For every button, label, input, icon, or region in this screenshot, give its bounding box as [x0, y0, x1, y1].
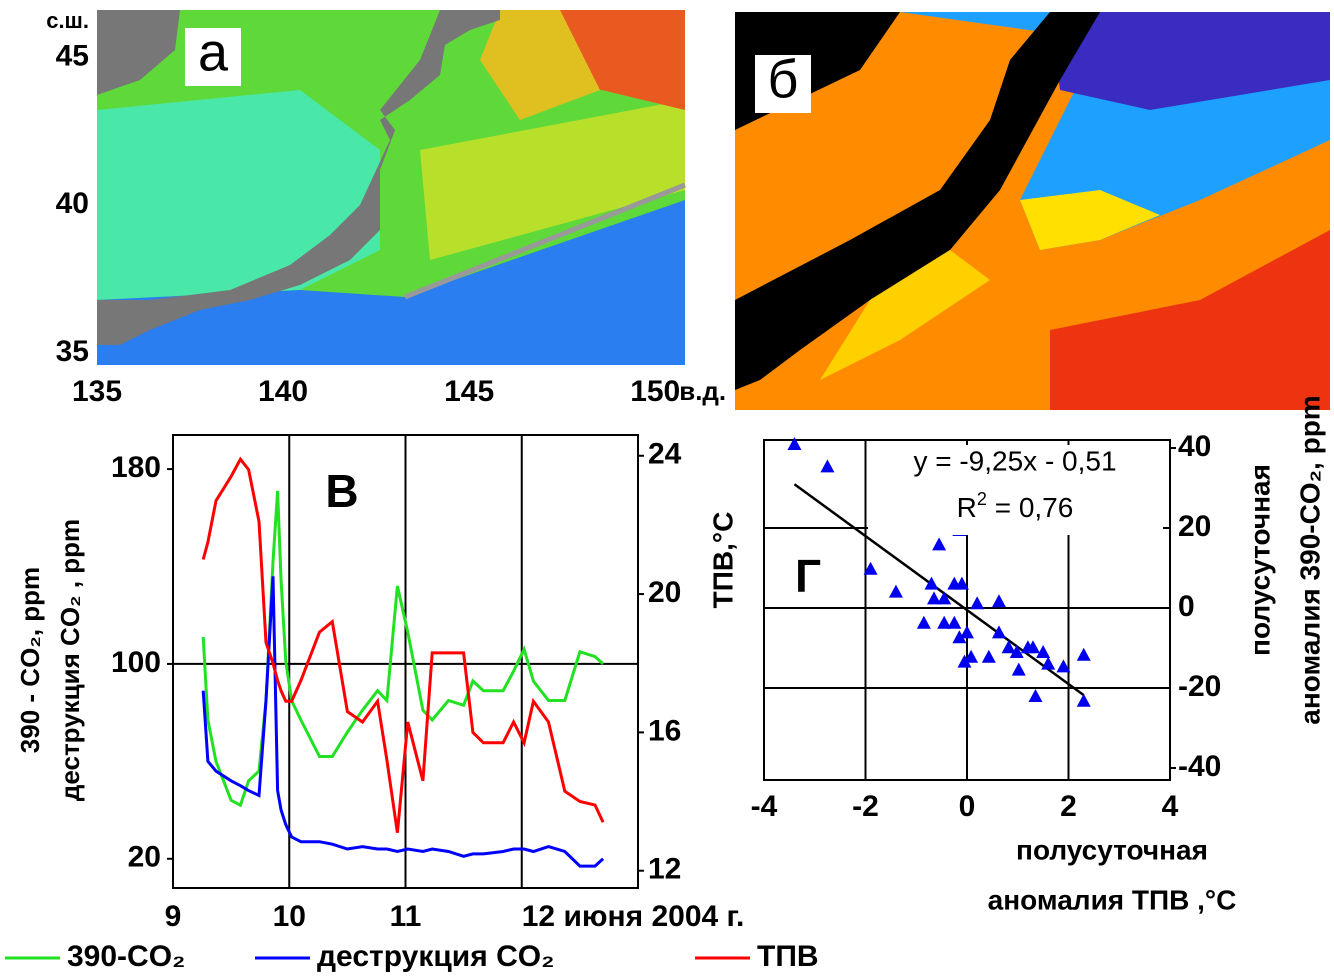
y-tick-label: 20	[1178, 510, 1211, 543]
y2-tick-label: 20	[648, 576, 681, 609]
y-tick-label: 20	[128, 841, 161, 874]
point	[1036, 645, 1051, 658]
axis-title: полусуточная	[1244, 464, 1275, 656]
point	[981, 649, 996, 663]
axis-title: ТПВ,°C	[707, 512, 738, 609]
x-tick-label: 140	[258, 375, 308, 408]
axis-title: аномалия ТПВ ,°C	[988, 884, 1237, 915]
x-tick-label: 0	[959, 790, 976, 823]
r-squared: R2 = 0,76	[957, 489, 1074, 524]
y2-tick-label: 12	[648, 853, 681, 886]
y-tick-label: 0	[1178, 590, 1195, 623]
x-tick-label: 11	[390, 900, 422, 933]
point	[991, 594, 1006, 608]
point	[954, 576, 969, 590]
y-tick-label: 35	[56, 335, 89, 368]
x-tick-label: 135	[72, 375, 122, 408]
point	[937, 591, 952, 605]
legend-label: деструкция CO₂	[317, 940, 554, 973]
point	[888, 584, 903, 598]
panel-label: В	[325, 465, 358, 517]
y-tick-label: 45	[56, 39, 89, 72]
point	[1009, 645, 1024, 658]
y-tick-label: -20	[1178, 670, 1221, 703]
point	[947, 615, 962, 629]
series-line	[201, 490, 605, 808]
point	[924, 576, 939, 590]
fit-line	[793, 483, 1085, 697]
point	[927, 591, 942, 605]
x-axis-unit: в.д.	[679, 376, 726, 406]
x-tick-label: 145	[444, 375, 494, 408]
y-tick-label: 100	[111, 646, 161, 679]
y2-tick-label: 24	[648, 438, 682, 471]
y-tick-label: 40	[56, 187, 89, 220]
point	[916, 615, 931, 629]
y-tick-label: -40	[1178, 750, 1221, 783]
map-a-image	[97, 10, 686, 365]
x-tick-label: 9	[165, 900, 182, 933]
point	[1076, 693, 1091, 707]
x-tick-label: 150	[630, 375, 680, 408]
axis-title: деструкция CO₂ , ppm	[55, 519, 85, 801]
point	[952, 630, 967, 644]
annotation-bg	[868, 445, 1163, 535]
point	[787, 437, 802, 450]
point	[1041, 656, 1056, 670]
point	[991, 625, 1006, 639]
panel-label-box	[185, 28, 241, 86]
r-squared-part: 2	[977, 489, 987, 509]
point	[932, 537, 947, 551]
legend-label: 390-CO₂	[67, 940, 185, 973]
point	[1001, 640, 1016, 654]
point	[863, 561, 878, 575]
y-tick-label: 40	[1178, 430, 1211, 463]
panel-label: а	[198, 22, 229, 82]
x-tick-label: -2	[852, 790, 879, 823]
fit-equation: y = -9,25x - 0,51	[913, 445, 1116, 476]
x-tick-label: 10	[273, 900, 306, 933]
panel-label-box	[755, 55, 811, 113]
legend-label: ТПВ	[757, 940, 819, 973]
series-line	[201, 576, 605, 868]
x-tick-label: -4	[751, 790, 778, 823]
x-tick-label: 4	[1162, 790, 1179, 823]
point	[970, 596, 985, 610]
x-tick-label: 2	[1060, 790, 1077, 823]
r-squared-part: R	[957, 492, 977, 523]
y2-tick-label: 16	[648, 714, 681, 747]
point	[960, 625, 974, 639]
map-b-image	[735, 12, 1330, 410]
point	[957, 654, 972, 668]
axis-title: аномалия 390-CO₂, ppm	[1294, 395, 1325, 724]
point	[1056, 659, 1071, 673]
point	[820, 459, 835, 473]
axis-title: полусуточная	[1016, 834, 1208, 865]
y-axis-unit: с.ш.	[46, 8, 89, 33]
point	[1028, 689, 1043, 702]
point	[1076, 647, 1091, 661]
x-tick-label: 12 июня 2004 г.	[522, 900, 745, 933]
panel-label: б	[768, 49, 799, 109]
axis-title: 390 - CO₂, ppm	[15, 567, 45, 753]
plot-frame	[172, 434, 639, 889]
y-tick-label: 180	[111, 451, 161, 484]
point	[1025, 640, 1040, 654]
r-squared-part: = 0,76	[987, 492, 1073, 523]
point	[937, 615, 952, 629]
point	[1011, 662, 1026, 676]
panel-label: Г	[795, 550, 821, 602]
series-line	[201, 456, 605, 833]
point	[964, 649, 979, 663]
plot-frame	[763, 439, 1171, 781]
